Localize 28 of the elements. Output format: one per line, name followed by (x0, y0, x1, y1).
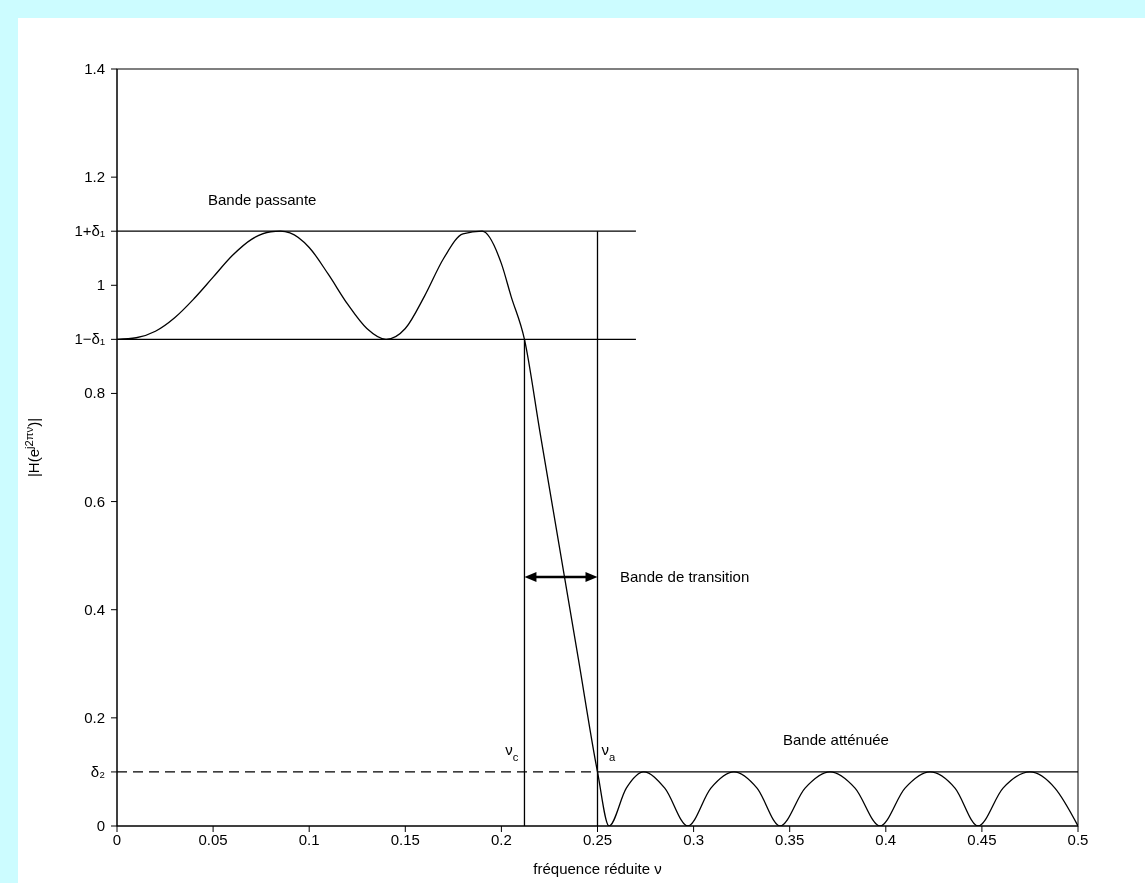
x-tick-label: 0.4 (875, 830, 897, 848)
y-tick-label: 0 (96, 817, 105, 834)
y-tick-label: 1 (96, 276, 105, 294)
annotation: Bande atténuée (783, 731, 889, 748)
annotation: Bande de transition (620, 568, 750, 585)
x-tick-label: 0.35 (775, 830, 805, 848)
y-tick-label: δ₂ (90, 762, 106, 780)
x-tick-label: 0.15 (390, 830, 420, 848)
y-tick-label: 0.4 (84, 600, 105, 618)
y-tick-label: 1−δ₁ (74, 330, 105, 348)
y-tick-label: 0.8 (84, 384, 105, 402)
y-tick-label: 0.2 (84, 708, 105, 726)
x-axis-title: fréquence réduite ν (533, 860, 662, 877)
annotation: ν$_{a}$ (601, 740, 616, 763)
x-tick-label: 0.1 (298, 830, 320, 848)
x-tick-label: 0.25 (582, 830, 613, 848)
x-tick-label: 0.2 (490, 830, 512, 848)
y-tick-label: 1.4 (84, 60, 105, 77)
x-tick-label: 0.05 (198, 830, 228, 848)
x-tick-label: 0.3 (683, 830, 705, 848)
y-tick-label: 0.6 (84, 492, 105, 510)
x-tick-label: 0.5 (1067, 830, 1089, 848)
annotation: Bande passante (208, 191, 317, 208)
y-tick-label: 1+δ₁ (74, 222, 105, 240)
y-tick-label: 1.2 (84, 168, 105, 186)
x-tick-label: 0.45 (967, 830, 997, 848)
x-tick-label: 0 (112, 830, 122, 848)
annotation: ν$_{c}$ (505, 740, 519, 763)
